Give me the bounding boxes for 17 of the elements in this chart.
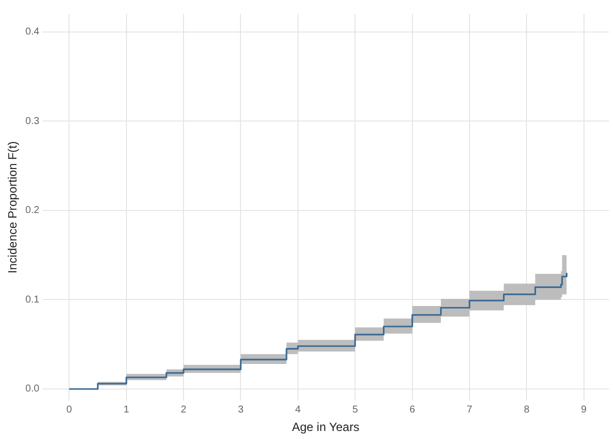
x-tick-label: 2	[180, 404, 187, 416]
y-tick-label: 0.3	[25, 116, 40, 127]
x-tick-label: 7	[466, 404, 473, 416]
y-axis-title: Incidence Proportion F(t)	[6, 141, 20, 274]
x-tick-label: 8	[524, 404, 530, 416]
x-tick-label: 4	[295, 404, 302, 416]
y-tick-label: 0.2	[25, 205, 40, 216]
x-tick-label: 6	[410, 404, 416, 416]
x-tick-label: 3	[238, 404, 244, 416]
x-tick-label: 9	[581, 404, 588, 416]
x-axis-title: Age in Years	[292, 420, 360, 434]
x-tick-label: 5	[352, 404, 358, 416]
y-tick-label: 0.4	[25, 26, 40, 38]
y-tick-label: 0.0	[25, 384, 40, 395]
x-tick-label: 0	[66, 404, 72, 416]
x-tick-label: 1	[124, 404, 130, 416]
y-tick-label: 0.1	[25, 294, 40, 306]
